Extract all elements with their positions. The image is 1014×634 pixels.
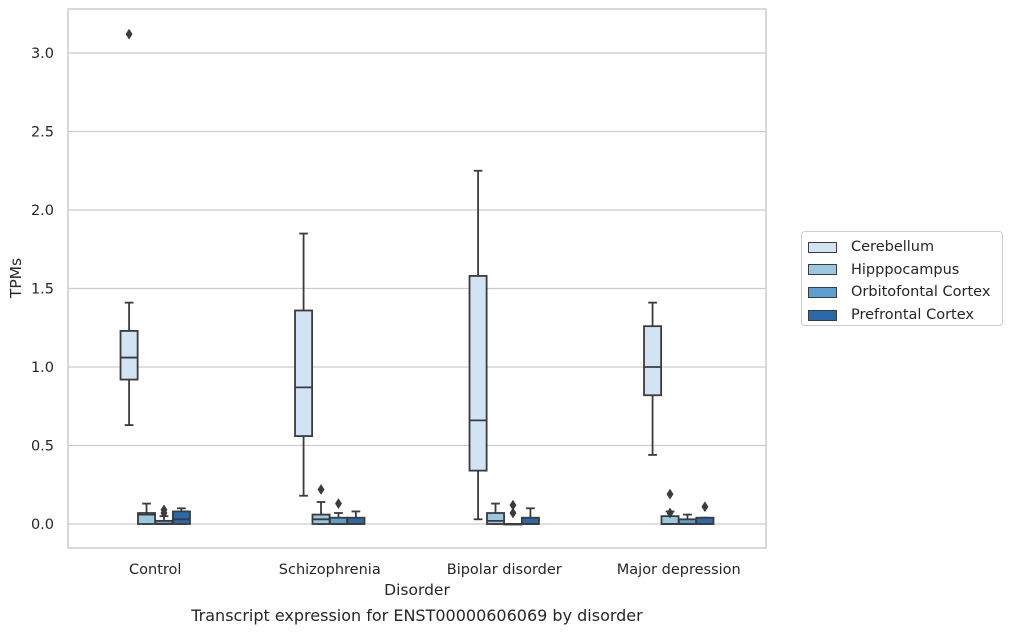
box xyxy=(119,329,139,381)
legend-swatch xyxy=(808,309,837,321)
y-tick-label: 0.5 xyxy=(31,439,54,455)
outlier-point xyxy=(701,501,709,513)
box xyxy=(520,516,540,525)
y-tick-labels: 0.0 0.5 1.0 1.5 2.0 2.5 3.0 xyxy=(31,46,54,533)
y-tick-label: 1.0 xyxy=(31,360,54,376)
box xyxy=(294,309,314,437)
box xyxy=(468,275,488,472)
box xyxy=(346,516,366,525)
legend-label: Orbitofontal Cortex xyxy=(851,284,991,301)
legend-label: Prefrontal Cortex xyxy=(851,307,974,324)
y-tick-label: 2.0 xyxy=(31,203,54,219)
x-tick-label: Bipolar disorder xyxy=(447,562,562,578)
gridlines xyxy=(68,52,766,525)
legend-label: Hipppocampus xyxy=(851,261,960,278)
box xyxy=(695,516,715,525)
y-axis-label: TPMs xyxy=(7,258,25,299)
legend-swatch xyxy=(808,241,837,253)
outlier-point xyxy=(334,498,342,510)
box xyxy=(329,516,348,525)
outlier-point xyxy=(317,483,325,495)
y-tick-label: 1.5 xyxy=(31,282,54,298)
legend-item: Prefrontal Cortex xyxy=(808,304,1002,327)
outlier-point xyxy=(125,28,133,40)
box xyxy=(171,510,191,525)
legend-item: Cerebellum xyxy=(808,236,1002,259)
chart-title: Transcript expression for ENST0000060606… xyxy=(191,606,643,625)
box xyxy=(137,512,156,525)
outlier-point xyxy=(509,499,517,511)
box xyxy=(486,512,505,525)
outlier-point xyxy=(509,507,517,519)
legend-item: Hipppocampus xyxy=(808,259,1002,282)
legend-label: Cerebellum xyxy=(851,239,935,256)
y-tick-label: 0.0 xyxy=(31,517,54,533)
legend-item: Orbitofontal Cortex xyxy=(808,281,1002,304)
plot-frame xyxy=(67,8,767,549)
x-axis-label: Disorder xyxy=(384,581,450,599)
x-tick-labels: Control Schizophrenia Bipolar disorder Majo… xyxy=(129,562,741,578)
boxes xyxy=(119,28,715,526)
x-tick-label: Major depression xyxy=(617,562,741,578)
legend: Cerebellum Hipppocampus Orbitofontal Corte… xyxy=(801,231,1003,326)
outlier-point xyxy=(666,507,674,519)
x-tick-label: Control xyxy=(129,562,181,578)
y-tick-label: 3.0 xyxy=(31,46,54,62)
outlier-point xyxy=(160,504,168,516)
legend-swatch xyxy=(808,286,837,298)
legend-swatch xyxy=(808,264,837,276)
outlier-point xyxy=(666,488,674,500)
y-tick-label: 2.5 xyxy=(31,125,54,141)
x-tick-label: Schizophrenia xyxy=(279,562,381,578)
box xyxy=(643,325,663,397)
